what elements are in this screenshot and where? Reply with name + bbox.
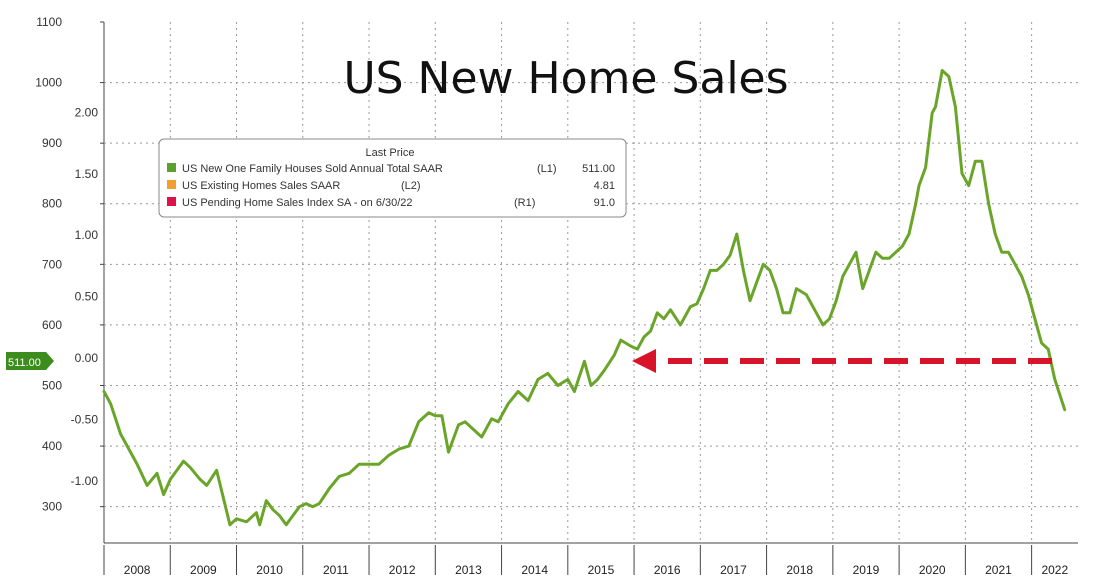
x-year-label: 2013 (455, 563, 482, 577)
x-year-label: 2012 (389, 563, 416, 577)
x-year-label: 2020 (919, 563, 946, 577)
x-year-label: 2018 (786, 563, 813, 577)
y-axis-inner-ticks: 2.00 1.50 1.00 0.50 0.00 -0.50 -1.00 (71, 105, 99, 488)
y-tick-label: 900 (42, 136, 62, 150)
x-year-label: 2015 (588, 563, 615, 577)
y-axis-left-ticks: 1100 1000 900 800 700 600 500 400 300 (35, 15, 104, 514)
x-year-label: 2016 (654, 563, 681, 577)
legend-swatch-r1 (167, 197, 176, 206)
x-year-label: 2011 (323, 563, 349, 577)
annotation-arrow (632, 349, 1052, 373)
current-value-tag-label: 511.00 (8, 357, 41, 369)
series-line-new-home-sales (102, 69, 1067, 527)
y-inner-tick-label: 1.00 (75, 228, 99, 242)
legend-value-r1: 91.0 (594, 197, 615, 209)
y-inner-tick-label: -0.50 (71, 413, 99, 427)
current-value-tag-shape (6, 352, 54, 370)
y-tick-label: 600 (42, 318, 62, 332)
x-year-label: 2022 (1041, 563, 1068, 577)
legend-value-l2: 4.81 (594, 180, 615, 192)
x-year-label: 2009 (190, 563, 217, 577)
x-year-label: 2008 (124, 563, 151, 577)
legend-value-l1: 511.00 (582, 163, 615, 175)
legend-axis-r1: (R1) (514, 197, 535, 209)
legend-axis-l1: (L1) (537, 163, 557, 175)
y-tick-label: 500 (42, 378, 62, 392)
x-year-label: 2014 (521, 563, 548, 577)
y-inner-tick-label: 2.00 (75, 105, 99, 119)
legend-title: Last Price (366, 147, 415, 159)
x-year-label: 2021 (985, 563, 1012, 577)
y-tick-label: 300 (42, 500, 62, 514)
legend: Last Price US New One Family Houses Sold… (158, 138, 627, 218)
y-inner-tick-label: 0.50 (75, 290, 99, 304)
legend-swatch-l1 (167, 163, 176, 172)
y-inner-tick-label: 0.00 (75, 351, 99, 365)
arrow-head (632, 349, 656, 373)
y-inner-tick-label: 1.50 (75, 167, 99, 181)
y-tick-label: 700 (42, 257, 62, 271)
legend-axis-l2: (L2) (401, 180, 421, 192)
legend-label-l2: US Existing Homes Sales SAAR (182, 180, 340, 192)
y-tick-label: 1100 (36, 15, 62, 29)
y-tick-label: 800 (42, 197, 62, 211)
chart-title: US New Home Sales (343, 53, 788, 104)
legend-swatch-l2 (167, 180, 176, 189)
legend-box (158, 138, 627, 218)
y-tick-label: 400 (42, 439, 62, 453)
y-tick-label: 1000 (35, 76, 62, 90)
y-inner-tick-label: -1.00 (71, 474, 99, 488)
current-value-tag: 511.00 (6, 352, 54, 370)
x-year-label: 2017 (720, 563, 747, 577)
x-year-label: 2019 (853, 563, 880, 577)
legend-label-l1: US New One Family Houses Sold Annual Tot… (182, 163, 443, 175)
x-axis-year-labels: 2008 2009 2010 2011 2012 2013 2014 2015 2016 2017… (103, 545, 1068, 577)
legend-label-r1: US Pending Home Sales Index SA - on 6/30… (182, 197, 413, 209)
x-year-label: 2010 (256, 563, 283, 577)
